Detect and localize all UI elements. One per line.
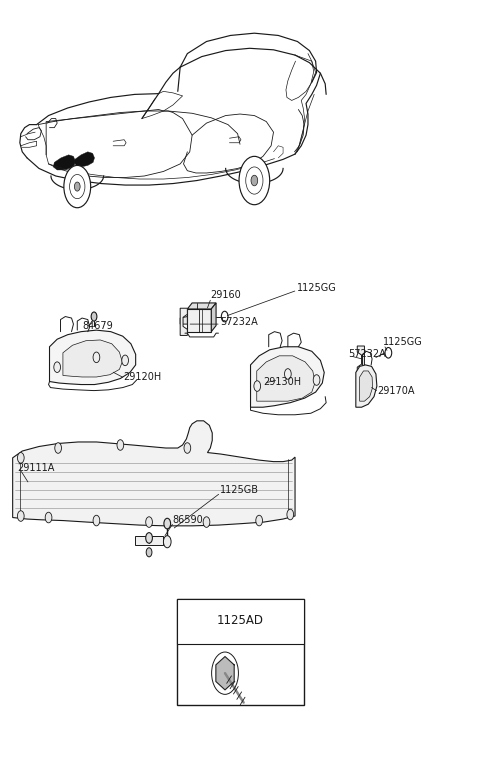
- Polygon shape: [180, 308, 187, 335]
- Polygon shape: [360, 371, 372, 401]
- Circle shape: [164, 519, 170, 529]
- Circle shape: [74, 182, 80, 191]
- Bar: [177, 599, 304, 643]
- Circle shape: [239, 157, 270, 204]
- Polygon shape: [63, 340, 122, 377]
- Text: 1125GB: 1125GB: [220, 485, 259, 495]
- Polygon shape: [180, 316, 187, 324]
- Polygon shape: [187, 303, 216, 309]
- Circle shape: [256, 516, 263, 526]
- Circle shape: [70, 174, 85, 198]
- Circle shape: [55, 443, 61, 453]
- Circle shape: [146, 533, 153, 544]
- Text: 29130H: 29130H: [263, 376, 301, 387]
- Circle shape: [64, 166, 91, 207]
- Circle shape: [93, 352, 100, 363]
- Text: 1125GG: 1125GG: [298, 283, 337, 293]
- Circle shape: [146, 548, 152, 557]
- Polygon shape: [12, 421, 295, 526]
- Circle shape: [17, 453, 24, 463]
- Polygon shape: [187, 309, 211, 332]
- Circle shape: [203, 517, 210, 528]
- Text: 1125GG: 1125GG: [383, 337, 422, 347]
- Circle shape: [287, 509, 294, 520]
- Circle shape: [163, 536, 171, 548]
- Circle shape: [45, 512, 52, 523]
- Circle shape: [93, 516, 100, 526]
- Polygon shape: [74, 152, 95, 167]
- Text: 86590: 86590: [172, 515, 203, 525]
- Circle shape: [246, 167, 263, 194]
- Text: 29160: 29160: [210, 291, 241, 301]
- Circle shape: [117, 440, 124, 450]
- Circle shape: [146, 517, 153, 528]
- Polygon shape: [53, 155, 75, 170]
- Circle shape: [313, 375, 320, 385]
- Circle shape: [285, 369, 291, 379]
- Circle shape: [54, 362, 60, 372]
- Polygon shape: [251, 347, 324, 407]
- Circle shape: [251, 175, 258, 185]
- Text: 29170A: 29170A: [377, 385, 414, 396]
- Circle shape: [122, 355, 129, 366]
- Bar: [135, 536, 163, 545]
- Text: 29120H: 29120H: [124, 372, 162, 382]
- Bar: [177, 599, 304, 705]
- Text: 29111A: 29111A: [17, 463, 55, 472]
- Circle shape: [184, 443, 191, 453]
- Polygon shape: [211, 303, 216, 332]
- Polygon shape: [216, 656, 234, 690]
- Polygon shape: [357, 346, 364, 373]
- Polygon shape: [49, 330, 136, 385]
- Circle shape: [91, 312, 97, 321]
- Polygon shape: [356, 365, 377, 407]
- Circle shape: [221, 311, 228, 322]
- Circle shape: [254, 381, 261, 391]
- Text: 57232A: 57232A: [220, 317, 258, 327]
- Polygon shape: [257, 356, 315, 401]
- Text: 1125AD: 1125AD: [217, 614, 264, 627]
- Text: 84679: 84679: [82, 321, 113, 331]
- Circle shape: [385, 347, 392, 358]
- Text: 57232A: 57232A: [348, 348, 386, 359]
- Circle shape: [17, 511, 24, 522]
